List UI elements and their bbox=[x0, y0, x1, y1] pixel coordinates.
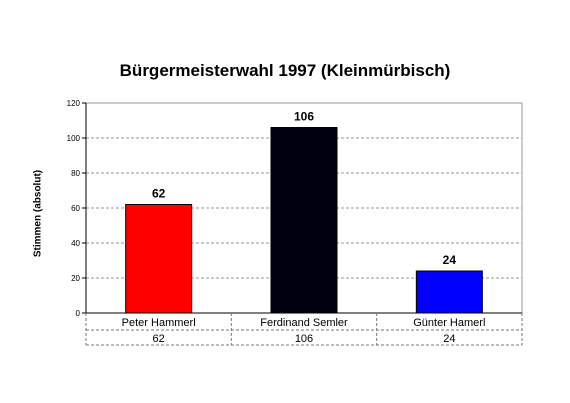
data-label: 62 bbox=[152, 187, 166, 201]
data-label: 24 bbox=[443, 253, 457, 267]
x-category-label: Ferdinand Semler bbox=[260, 317, 348, 329]
y-tick-label: 0 bbox=[76, 309, 81, 318]
chart-title: Bürgermeisterwahl 1997 (Kleinmürbisch) bbox=[119, 61, 451, 80]
bar bbox=[270, 127, 338, 314]
y-tick-label: 40 bbox=[71, 239, 80, 248]
y-tick-label: 80 bbox=[71, 169, 80, 178]
table-value: 24 bbox=[443, 333, 455, 345]
y-tick-label: 100 bbox=[67, 134, 81, 143]
y-tick-label: 20 bbox=[71, 274, 80, 283]
x-category-label: Günter Hamerl bbox=[413, 317, 485, 329]
y-tick-label: 60 bbox=[71, 204, 80, 213]
table-value: 62 bbox=[153, 333, 165, 345]
data-label: 106 bbox=[294, 110, 314, 124]
bar bbox=[125, 204, 193, 314]
x-category-label: Peter Hammerl bbox=[122, 317, 196, 329]
table-value: 106 bbox=[295, 333, 313, 345]
bar bbox=[415, 270, 483, 314]
y-tick-label: 120 bbox=[67, 99, 81, 108]
